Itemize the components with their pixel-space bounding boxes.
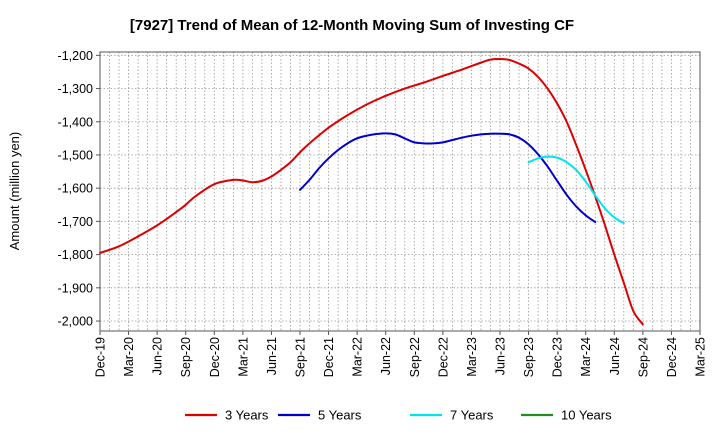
x-tick-label: Dec-20	[208, 337, 222, 377]
series-line-5-years	[299, 132, 597, 224]
x-tick-label: Dec-19	[94, 337, 108, 377]
series-line-7-years	[527, 155, 625, 225]
legend-label: 10 Years	[561, 408, 612, 423]
y-tick-label: -1,400	[58, 115, 93, 129]
legend-label: 7 Years	[450, 408, 494, 423]
y-tick-label: -1,300	[58, 82, 93, 96]
legend-item-7-years: 7 Years	[410, 408, 494, 423]
x-tick-label: Sep-23	[522, 337, 536, 377]
x-tick-label: Jun-21	[265, 337, 279, 375]
legend: 3 Years 5 Years 7 Years 10 Years	[185, 408, 612, 423]
y-tick-label: -1,900	[58, 281, 93, 295]
y-tick-label: -1,800	[58, 248, 93, 262]
y-tick-label: -2,000	[58, 315, 93, 329]
series-line-3-years	[99, 57, 644, 326]
y-tick-label: -1,500	[58, 148, 93, 162]
legend-label: 5 Years	[318, 408, 362, 423]
y-tick-label: -1,600	[58, 182, 93, 196]
x-tick-label: Mar-24	[579, 337, 593, 377]
x-tick-label: Jun-22	[379, 337, 393, 375]
x-tick-label: Dec-24	[665, 337, 679, 377]
x-tick-label: Jun-24	[608, 337, 622, 375]
y-tick-label: -1,200	[58, 49, 93, 63]
y-tick-label: -1,700	[58, 215, 93, 229]
legend-item-10-years: 10 Years	[521, 408, 612, 423]
x-tick-label: Dec-21	[322, 337, 336, 377]
x-tick-label: Sep-21	[294, 337, 308, 377]
data-series	[99, 57, 644, 326]
legend-item-5-years: 5 Years	[278, 408, 362, 423]
x-tick-label: Sep-22	[408, 337, 422, 377]
x-tick-label: Mar-22	[351, 337, 365, 377]
x-tick-label: Dec-23	[551, 337, 565, 377]
x-tick-label: Mar-23	[465, 337, 479, 377]
y-axis-label: Amount (million yen)	[7, 132, 22, 251]
x-tick-label: Dec-22	[436, 337, 450, 377]
plot-area-border	[99, 51, 701, 332]
grid-lines	[99, 52, 701, 331]
x-tick-label: Jun-23	[494, 337, 508, 375]
x-tick-label: Mar-20	[122, 337, 136, 377]
legend-label: 3 Years	[225, 408, 269, 423]
x-tick-label: Mar-25	[694, 337, 708, 377]
legend-item-3-years: 3 Years	[185, 408, 269, 423]
x-tick-label: Mar-21	[236, 337, 250, 377]
x-tick-label: Sep-20	[179, 337, 193, 377]
axes: -1,200 -1,300 -1,400 -1,500 -1,600 -1,700 -1,8…	[58, 49, 708, 377]
chart-title: [7927] Trend of Mean of 12-Month Moving …	[130, 17, 574, 34]
x-tick-label: Sep-24	[636, 337, 650, 377]
x-tick-label: Jun-20	[151, 337, 165, 375]
